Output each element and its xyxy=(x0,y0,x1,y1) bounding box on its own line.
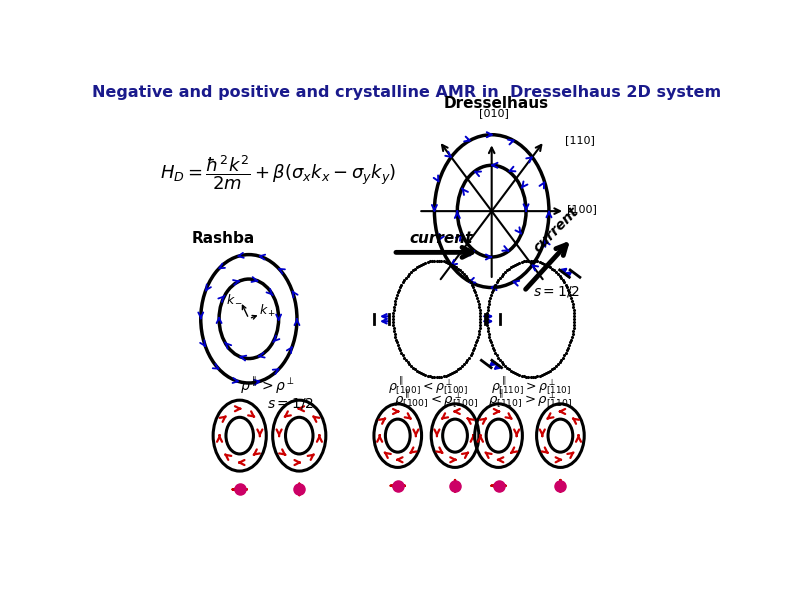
Text: Negative and positive and crystalline AMR in  Dresselhaus 2D system: Negative and positive and crystalline AM… xyxy=(92,85,722,100)
Text: $s = 1/2$: $s = 1/2$ xyxy=(533,284,580,299)
Text: Dresselhaus: Dresselhaus xyxy=(444,96,549,111)
Text: $\rho^{\parallel} > \rho^{\perp}$: $\rho^{\parallel} > \rho^{\perp}$ xyxy=(240,375,295,396)
Text: [010]: [010] xyxy=(479,108,509,118)
Text: current: current xyxy=(530,204,581,255)
Text: [110]: [110] xyxy=(565,135,595,145)
Text: $k_+$: $k_+$ xyxy=(259,302,276,318)
Text: current: current xyxy=(409,231,472,246)
Text: $\rho^{\parallel}_{[100]} < \rho^{\perp}_{[100]}$: $\rho^{\parallel}_{[100]} < \rho^{\perp}… xyxy=(395,387,479,411)
Text: $\rho^{\parallel}_{[100]} < \rho^{\perp}_{[100]}$: $\rho^{\parallel}_{[100]} < \rho^{\perp}… xyxy=(387,374,468,397)
Text: $H_D = \dfrac{\hbar^2 k^2}{2m} + \beta(\sigma_x k_x - \sigma_y k_y)$: $H_D = \dfrac{\hbar^2 k^2}{2m} + \beta(\… xyxy=(160,153,397,192)
Text: $\rho^{\parallel}_{[110]} > \rho^{\perp}_{[110]}$: $\rho^{\parallel}_{[110]} > \rho^{\perp}… xyxy=(488,387,573,411)
Text: $\rho^{\parallel}_{[110]} > \rho^{\perp}_{[110]}$: $\rho^{\parallel}_{[110]} > \rho^{\perp}… xyxy=(491,374,571,397)
Text: $k_-$: $k_-$ xyxy=(226,292,244,305)
Text: [100]: [100] xyxy=(567,204,597,214)
Text: $s = 1/2$: $s = 1/2$ xyxy=(268,396,314,411)
Text: Rashba: Rashba xyxy=(191,231,255,246)
